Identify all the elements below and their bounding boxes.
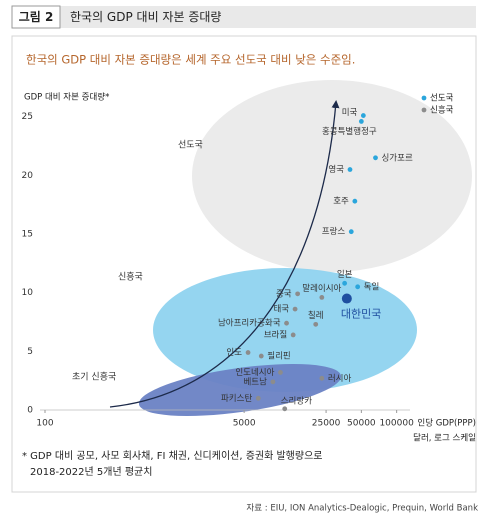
x-tick-label: 100000 bbox=[379, 419, 414, 429]
point bbox=[245, 350, 251, 355]
point-label: 러시아 bbox=[328, 373, 352, 384]
point bbox=[348, 229, 354, 235]
region-label: 초기 신흥국 bbox=[72, 371, 116, 383]
point bbox=[360, 113, 366, 118]
y-tick-label: 25 bbox=[22, 112, 33, 122]
y-tick-label: 20 bbox=[22, 171, 34, 181]
early-emerging-region bbox=[138, 363, 342, 417]
figure-title: 한국의 GDP 대비 자본 증대량 bbox=[70, 10, 221, 24]
point-label: 일본 bbox=[337, 270, 353, 280]
y-axis-label: GDP 대비 자본 증대량* bbox=[24, 92, 109, 103]
point-label: 미국 bbox=[342, 108, 358, 118]
region-label: 선도국 bbox=[178, 140, 203, 151]
point bbox=[355, 284, 361, 290]
point-label: 인도 bbox=[226, 347, 242, 358]
point bbox=[258, 353, 264, 359]
point bbox=[352, 198, 358, 204]
point bbox=[358, 119, 364, 124]
point bbox=[313, 321, 319, 327]
point-label: 영국 bbox=[328, 164, 344, 175]
x-tick-label: 5000 bbox=[233, 419, 256, 429]
point-label: 베트남 bbox=[243, 377, 267, 387]
point bbox=[347, 167, 353, 172]
point bbox=[284, 320, 289, 326]
point bbox=[292, 306, 298, 312]
point-label: 칠레 bbox=[308, 311, 324, 321]
point-label: 프랑스 bbox=[322, 226, 346, 237]
point-label: 싱가포르 bbox=[381, 152, 412, 163]
point-label: 홍콩특별행정구 bbox=[322, 126, 377, 137]
point bbox=[373, 155, 378, 161]
point bbox=[278, 370, 283, 375]
y-tick-label: 10 bbox=[22, 288, 34, 298]
legend-swatch bbox=[421, 107, 427, 113]
highlight-label: 대한민국 bbox=[341, 308, 381, 321]
point bbox=[270, 379, 276, 385]
y-tick-label: 0 bbox=[27, 406, 33, 416]
point-label: 남아프리카공화국 bbox=[218, 318, 281, 329]
point-label: 중국 bbox=[276, 289, 292, 299]
figure-label: 그림 2 bbox=[19, 10, 54, 24]
point bbox=[290, 332, 296, 338]
highlight-point bbox=[341, 293, 352, 304]
point-label: 독일 bbox=[364, 282, 380, 292]
point-label: 스리랑카 bbox=[281, 395, 312, 406]
legend-label: 신흥국 bbox=[430, 105, 454, 116]
y-tick-label: 15 bbox=[22, 230, 33, 240]
leader-region bbox=[192, 80, 472, 272]
x-tick-label: 100 bbox=[36, 419, 53, 429]
y-tick-label: 5 bbox=[27, 347, 33, 357]
x-tick-label: 25000 bbox=[312, 419, 341, 429]
point bbox=[295, 291, 301, 297]
subtitle: 한국의 GDP 대비 자본 증대량은 세계 주요 선도국 대비 낮은 수준임. bbox=[26, 53, 355, 67]
legend-swatch bbox=[421, 95, 427, 101]
source: 자료 : EIU, ION Analytics-Dealogic, Prequi… bbox=[246, 504, 478, 514]
point-label: 태국 bbox=[273, 305, 289, 315]
figure-label-box bbox=[11, 5, 61, 29]
point bbox=[255, 395, 261, 401]
footnote: 2018-2022년 5개년 평균치 bbox=[30, 466, 152, 478]
header-band bbox=[12, 6, 476, 28]
chart-frame bbox=[11, 35, 477, 493]
point-label: 필리핀 bbox=[267, 351, 290, 362]
point bbox=[319, 294, 325, 300]
x-axis-label: 인당 GDP(PPP) bbox=[417, 418, 476, 429]
legend-label: 선도국 bbox=[430, 94, 454, 104]
point bbox=[319, 375, 325, 381]
region-label: 신흥국 bbox=[118, 271, 143, 283]
footnote: * GDP 대비 공모, 사모 회사채, FI 채권, 신디케이션, 증권화 발… bbox=[22, 450, 322, 462]
point-label: 인도네시아 bbox=[235, 367, 274, 378]
point bbox=[342, 280, 348, 286]
trend-arrow bbox=[109, 100, 340, 408]
x-tick-label: 50000 bbox=[347, 419, 376, 429]
point-label: 파키스탄 bbox=[221, 393, 252, 404]
point-label: 브라질 bbox=[264, 329, 287, 340]
point bbox=[282, 406, 288, 412]
point-label: 호주 bbox=[333, 197, 349, 207]
x-axis-note: 달러, 로그 스케일 bbox=[413, 433, 476, 444]
point-label: 말레이시아 bbox=[302, 283, 341, 294]
